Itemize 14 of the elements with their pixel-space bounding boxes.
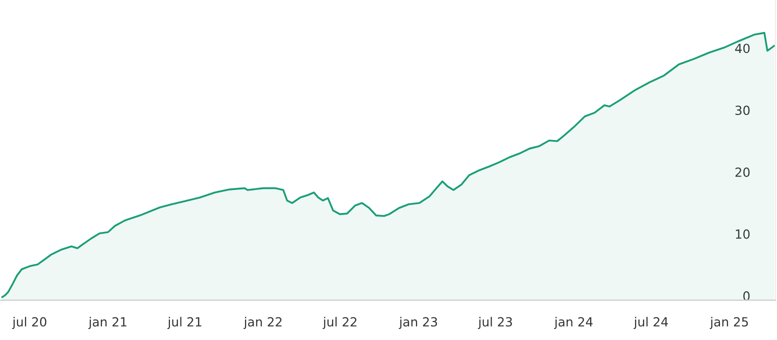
x-tick-label: jul 22 xyxy=(322,316,356,329)
y-tick-label: 10 xyxy=(736,229,750,239)
x-tick-label: jan 25 xyxy=(710,316,748,329)
x-tick-label: jul 20 xyxy=(12,316,46,329)
x-tick-label: jan 21 xyxy=(88,316,126,329)
y-tick-label: 20 xyxy=(735,167,750,177)
x-tick-label: jul 24 xyxy=(634,316,668,329)
x-tick-label: jan 22 xyxy=(244,316,282,329)
x-tick-label: jan 23 xyxy=(398,316,438,329)
y-tick-label: 30 xyxy=(735,106,750,116)
x-tick-label: jan 24 xyxy=(554,316,593,329)
x-tick-label: jul 23 xyxy=(478,316,512,329)
y-tick-label: 40 xyxy=(735,44,750,54)
x-tick-label: jul 21 xyxy=(167,316,202,329)
